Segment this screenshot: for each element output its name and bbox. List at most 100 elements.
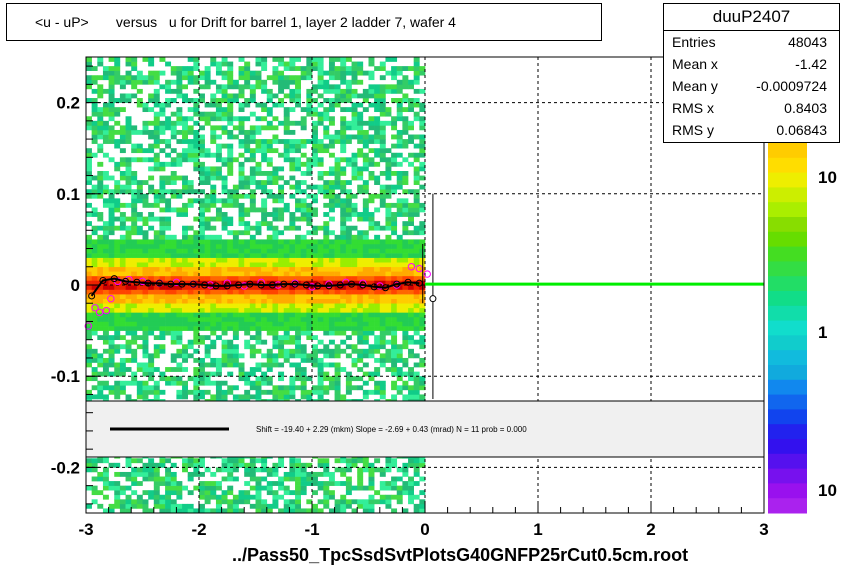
palette-swatch bbox=[768, 409, 807, 425]
heatmap-cell bbox=[261, 389, 268, 395]
heatmap-cell bbox=[300, 380, 307, 386]
heatmap-cell bbox=[159, 508, 166, 514]
palette-swatch bbox=[768, 439, 807, 455]
heatmap-cell bbox=[266, 353, 273, 359]
heatmap-cell bbox=[385, 84, 392, 90]
heatmap-cell bbox=[102, 271, 109, 277]
heatmap-cell bbox=[119, 98, 126, 103]
heatmap-cell bbox=[125, 339, 132, 345]
heatmap-cell bbox=[114, 462, 121, 468]
heatmap-cell bbox=[300, 298, 307, 304]
heatmap-cell bbox=[199, 271, 205, 277]
heatmap-cell bbox=[334, 285, 341, 290]
heatmap-cell bbox=[283, 294, 290, 299]
heatmap-cell bbox=[227, 61, 234, 67]
heatmap-cell bbox=[362, 216, 369, 222]
heatmap-cell bbox=[102, 348, 109, 354]
heatmap-cell bbox=[385, 175, 392, 181]
heatmap-cell bbox=[306, 275, 313, 281]
heatmap-cell bbox=[283, 202, 290, 208]
heatmap-cell bbox=[272, 57, 279, 62]
heatmap-cell bbox=[148, 467, 155, 473]
heatmap-cell bbox=[142, 107, 149, 113]
heatmap-cell bbox=[125, 189, 132, 195]
heatmap-cell bbox=[328, 257, 335, 263]
heatmap-cell bbox=[136, 312, 143, 318]
heatmap-cell bbox=[351, 70, 358, 76]
heatmap-cell bbox=[182, 75, 188, 81]
heatmap-cell bbox=[176, 266, 183, 272]
heatmap-cell bbox=[345, 253, 352, 258]
heatmap-cell bbox=[199, 171, 205, 176]
heatmap-cell bbox=[312, 148, 318, 154]
heatmap-cell bbox=[419, 225, 426, 231]
heatmap-cell bbox=[300, 198, 307, 204]
heatmap-cell bbox=[266, 143, 273, 149]
heatmap-cell bbox=[362, 248, 369, 254]
heatmap-cell bbox=[136, 380, 143, 386]
heatmap-cell bbox=[131, 275, 138, 281]
heatmap-cell bbox=[306, 161, 313, 167]
heatmap-cell bbox=[374, 120, 381, 126]
heatmap-cell bbox=[102, 280, 109, 286]
heatmap-cell bbox=[108, 243, 115, 249]
heatmap-cell bbox=[419, 207, 426, 213]
heatmap-cell bbox=[159, 503, 166, 509]
heatmap-cell bbox=[91, 129, 98, 135]
heatmap-cell bbox=[334, 239, 341, 245]
heatmap-cell bbox=[261, 262, 268, 268]
heatmap-cell bbox=[261, 84, 268, 90]
heatmap-cell bbox=[391, 189, 398, 195]
heatmap-cell bbox=[328, 316, 335, 322]
heatmap-cell bbox=[312, 57, 318, 62]
heatmap-cell bbox=[374, 125, 381, 131]
heatmap-cell bbox=[108, 157, 115, 163]
heatmap-cell bbox=[182, 175, 188, 181]
heatmap-cell bbox=[114, 225, 121, 231]
heatmap-cell bbox=[215, 171, 222, 176]
heatmap-cell bbox=[244, 70, 251, 76]
heatmap-cell bbox=[334, 129, 341, 135]
heatmap-cell bbox=[232, 79, 239, 85]
heatmap-cell bbox=[244, 471, 251, 477]
profile-open-point bbox=[429, 295, 437, 303]
heatmap-cell bbox=[86, 66, 92, 71]
heatmap-cell bbox=[266, 307, 273, 313]
heatmap-cell bbox=[97, 161, 104, 167]
heatmap-cell bbox=[340, 70, 347, 76]
heatmap-cell bbox=[328, 120, 335, 126]
heatmap-cell bbox=[357, 234, 364, 240]
heatmap-cell bbox=[368, 61, 375, 67]
heatmap-cell bbox=[227, 348, 234, 354]
heatmap-cell bbox=[261, 312, 268, 318]
heatmap-cell bbox=[131, 84, 138, 90]
heatmap-cell bbox=[153, 367, 160, 372]
heatmap-cell bbox=[385, 271, 392, 277]
heatmap-cell bbox=[142, 330, 149, 336]
heatmap-cell bbox=[261, 289, 268, 295]
heatmap-cell bbox=[402, 307, 409, 313]
heatmap-cell bbox=[391, 462, 398, 468]
heatmap-cell bbox=[119, 239, 126, 245]
heatmap-cell bbox=[204, 371, 211, 377]
heatmap-cell bbox=[210, 248, 217, 254]
heatmap-cell bbox=[119, 303, 126, 309]
heatmap-cell bbox=[374, 225, 381, 231]
heatmap-cell bbox=[413, 481, 420, 486]
heatmap-cell bbox=[396, 143, 403, 149]
heatmap-cell bbox=[306, 298, 313, 304]
heatmap-cell bbox=[125, 503, 132, 509]
heatmap-cell bbox=[227, 362, 234, 368]
heatmap-cell bbox=[131, 376, 138, 382]
heatmap-cell bbox=[340, 88, 347, 94]
heatmap-cell bbox=[193, 111, 200, 117]
heatmap-cell bbox=[182, 157, 188, 163]
heatmap-cell bbox=[91, 285, 98, 290]
heatmap-cell bbox=[187, 125, 194, 131]
heatmap-cell bbox=[210, 93, 217, 99]
heatmap-cell bbox=[204, 148, 211, 154]
heatmap-cell bbox=[419, 335, 426, 341]
heatmap-cell bbox=[244, 143, 251, 149]
heatmap-cell bbox=[289, 394, 296, 400]
heatmap-cell bbox=[255, 70, 262, 76]
